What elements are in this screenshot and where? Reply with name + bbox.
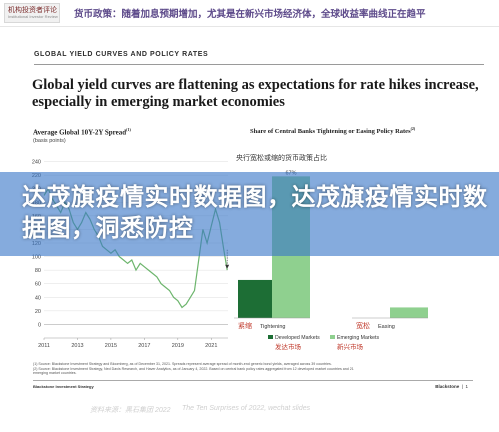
- logo-text-en: Institutional Investor Review: [8, 14, 58, 19]
- section-title: GLOBAL YIELD CURVES AND POLICY RATES: [34, 51, 209, 58]
- category-label: Easing: [378, 324, 395, 330]
- left-chart-title: Average Global 10Y-2Y Spread(1): [33, 127, 131, 136]
- footnote-1: (1) Source: Blackstone Investment Strate…: [33, 362, 332, 366]
- top-bar: 机构投资者评论 Institutional Investor Review 货币…: [0, 0, 499, 27]
- slide-main-title: Global yield curves are flattening as ex…: [32, 77, 479, 110]
- footer-divider: [33, 380, 473, 381]
- y-tick-label: 40: [35, 295, 41, 301]
- footnote-2-cont: emerging market countries.: [33, 371, 77, 376]
- left-chart-title-text: Average Global 10Y-2Y Spread: [33, 128, 127, 137]
- right-chart-title-sup: (2): [410, 126, 416, 131]
- footer-brand-name: Blackstone: [435, 384, 460, 389]
- article-headline: 货币政策：随着加息预期增加，尤其是在新兴市场经济体，全球收益率曲线正在趋平: [74, 9, 426, 20]
- y-tick-label: 20: [35, 309, 41, 315]
- category-label: Tightening: [260, 324, 285, 330]
- publisher-logo: 机构投资者评论 Institutional Investor Review: [4, 3, 60, 23]
- bar-emerging-easing: [390, 307, 428, 318]
- category-label-cn: 宽松: [356, 321, 370, 330]
- right-chart-title-text: Share of Central Banks Tightening or Eas…: [250, 128, 411, 136]
- x-tick-label: 2017: [138, 343, 150, 349]
- left-chart-subtitle: (basis points): [33, 138, 66, 144]
- watermark-source-cn: 资料来源：黑石集团 2022: [90, 407, 171, 414]
- legend-swatch: [268, 335, 273, 339]
- legend-label: Emerging Markets: [337, 335, 379, 341]
- legend-label-cn: 发达市场: [275, 342, 302, 351]
- watermark-source-en: The Ten Surprises of 2022, wechat slides: [182, 405, 311, 412]
- section-divider: [34, 64, 484, 65]
- footer-source: Blackstone Investment Strategy: [33, 384, 94, 389]
- footnotes: (1) Source: Blackstone Investment Strate…: [33, 362, 473, 376]
- right-chart-title: Share of Central Banks Tightening or Eas…: [250, 125, 450, 137]
- legend-label: Developed Markets: [275, 335, 320, 341]
- x-tick-label: 2011: [38, 343, 50, 349]
- footnote-2: (2) Source: Blackstone Investment Strate…: [33, 366, 354, 371]
- x-tick-label: 2019: [172, 343, 184, 349]
- y-tick-label: 0: [38, 322, 41, 328]
- logo-text-cn: 机构投资者评论: [8, 6, 57, 14]
- banner-text: 达茂旗疫情实时数据图，达茂旗疫情实时数据图，洞悉防控: [22, 183, 488, 242]
- x-tick-label: 2021: [205, 343, 217, 349]
- footer-brand: Blackstone | 1: [435, 384, 468, 389]
- legend-label-cn: 新兴市场: [337, 342, 364, 351]
- annotation-arrowhead: [225, 264, 230, 269]
- overlay-banner: 达茂旗疫情实时数据图，达茂旗疫情实时数据图，洞悉防控: [0, 172, 499, 256]
- bar-developed-tightening: [238, 279, 276, 318]
- y-tick-label: 100: [32, 255, 41, 261]
- y-tick-label: 240: [32, 160, 41, 166]
- left-chart-title-sup: (1): [126, 127, 131, 132]
- x-tick-label: 2013: [71, 343, 83, 349]
- page-number: 1: [465, 384, 468, 389]
- y-tick-label: 60: [35, 282, 41, 288]
- legend-swatch: [330, 335, 335, 339]
- x-tick-label: 2015: [105, 343, 117, 349]
- category-label-cn: 紧缩: [238, 321, 252, 330]
- y-tick-label: 80: [35, 268, 41, 274]
- right-chart-cn-title: 央行宽松或缩的货币政策占比: [236, 154, 327, 162]
